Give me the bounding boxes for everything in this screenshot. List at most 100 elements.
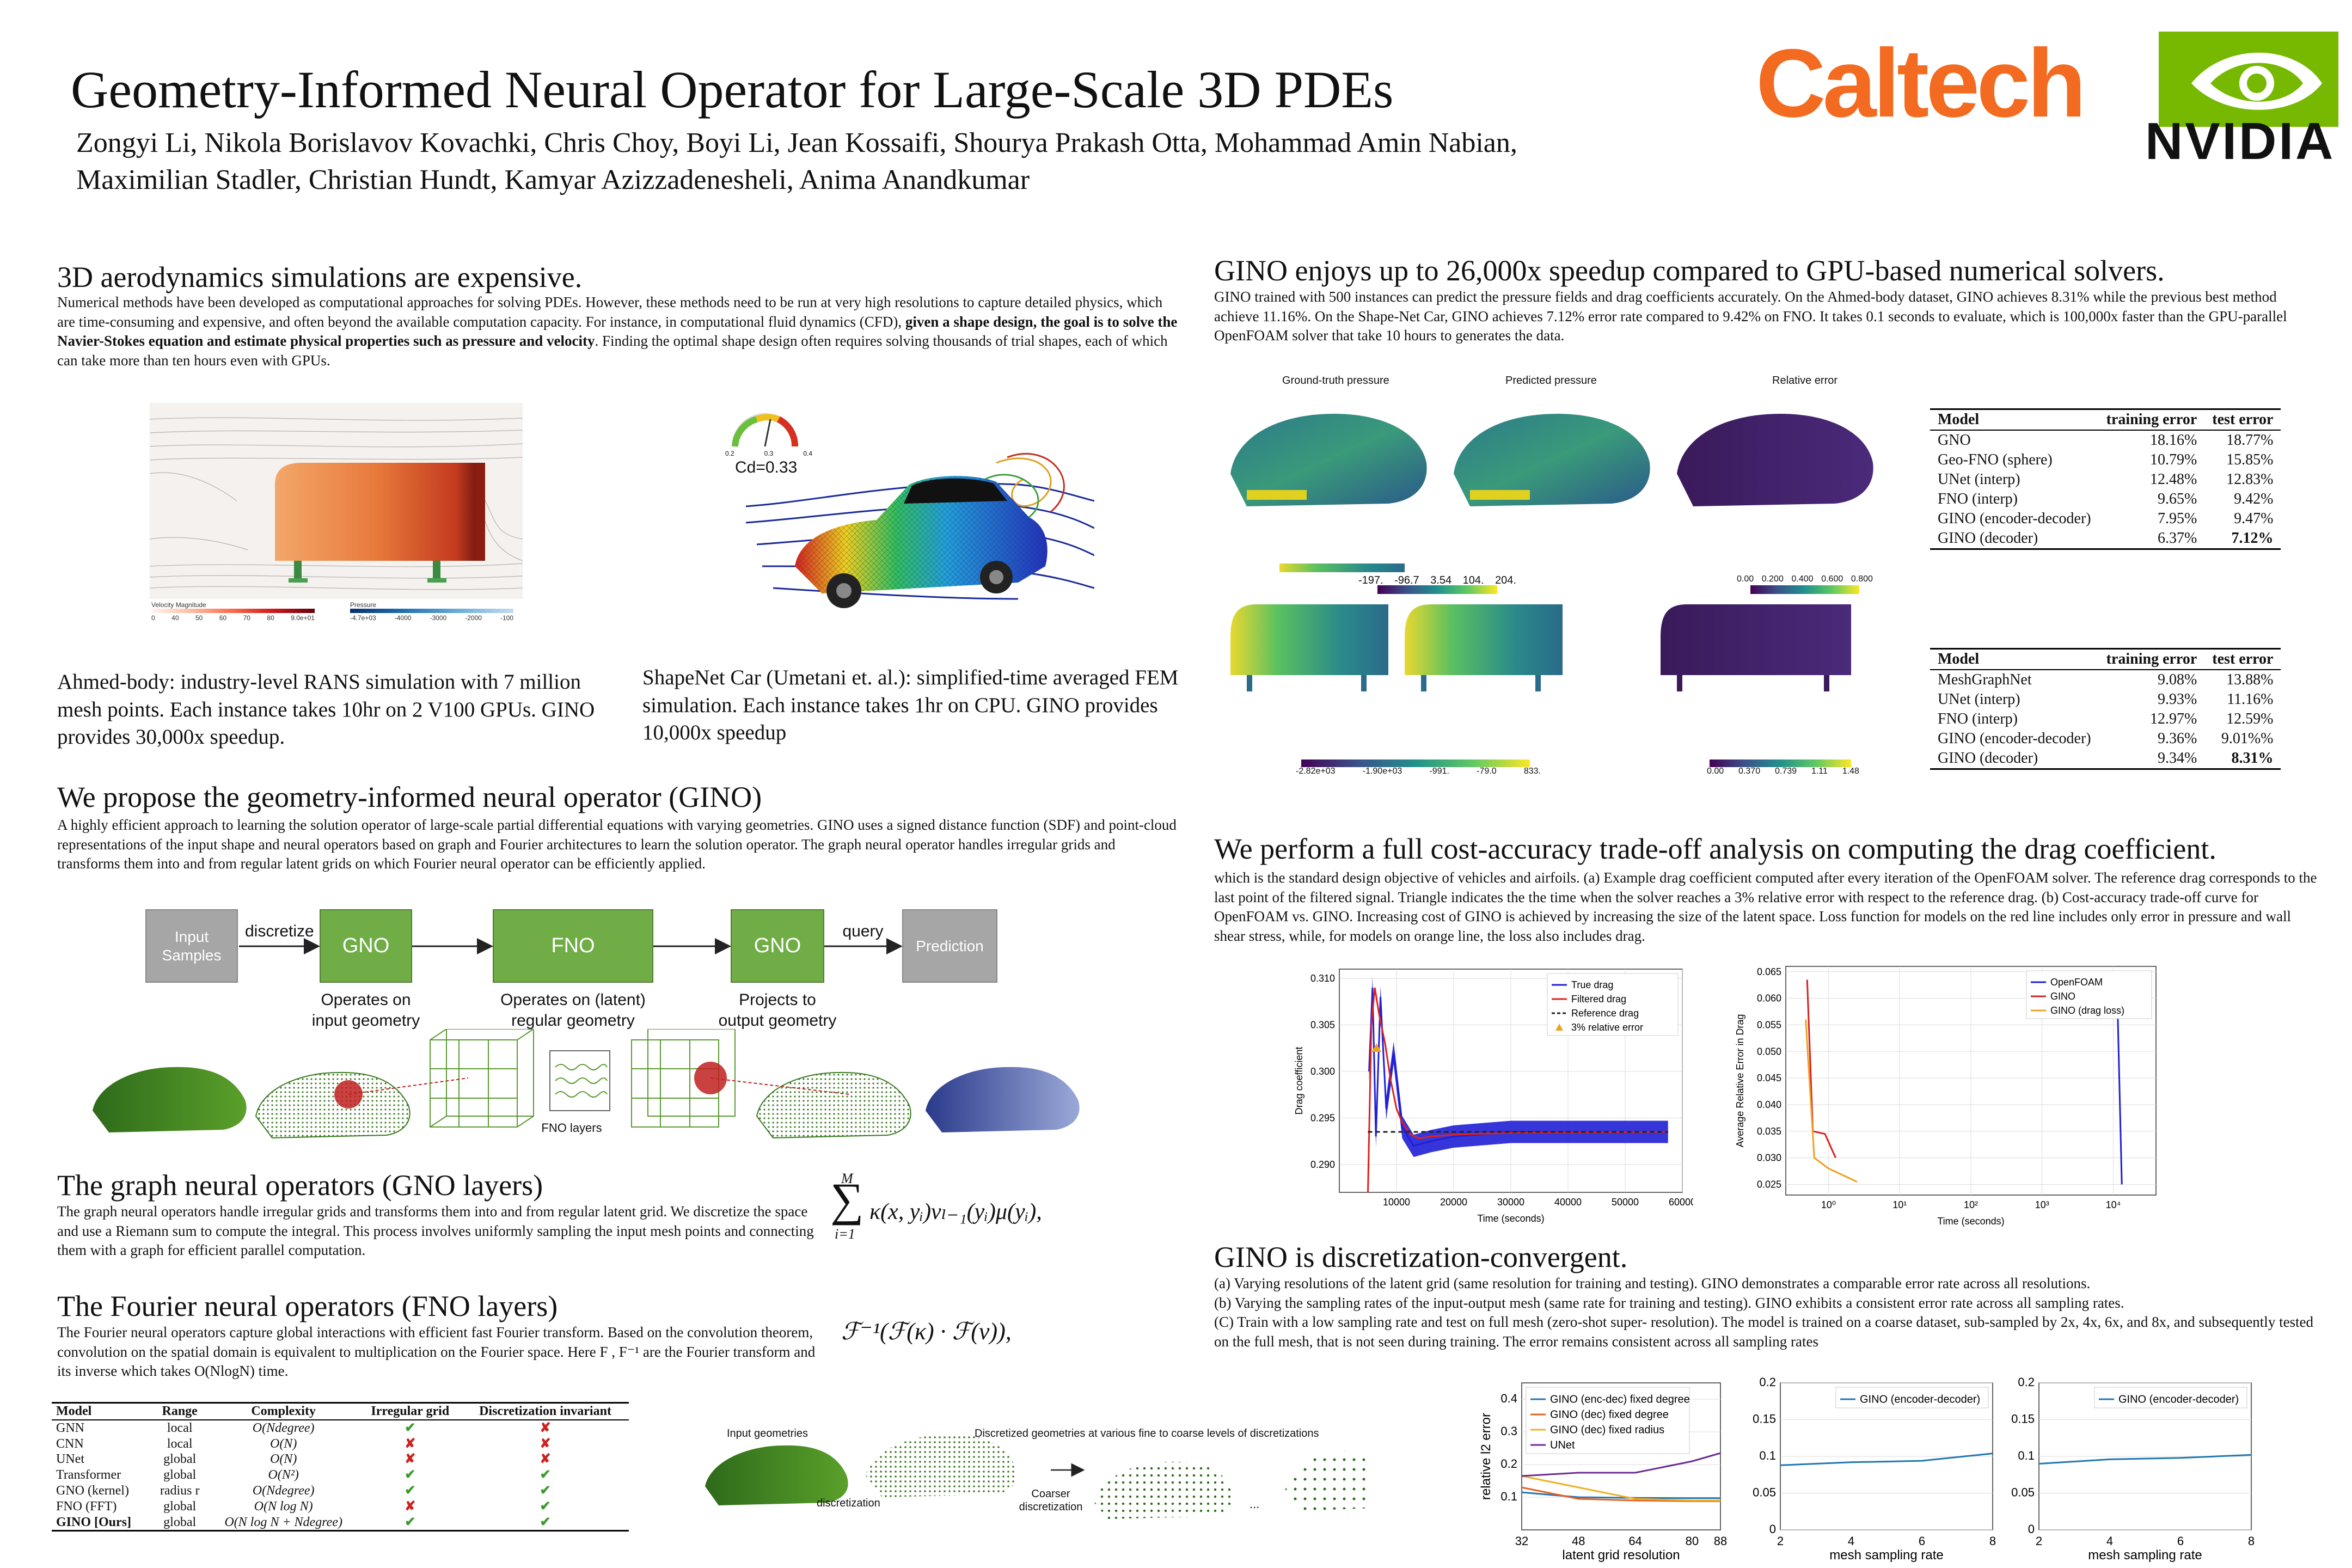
cbar1-tick-0: -197. (1358, 574, 1383, 586)
results-col-2: test error (2212, 411, 2274, 428)
s4-heading: The Fourier neural operators (FNO layers… (57, 1290, 558, 1322)
table-cell: global (163, 1515, 197, 1529)
table-row: GINO (encoder-decoder) 7.95% 9.47% (1930, 509, 2281, 529)
table-cell: 9.65% (2157, 491, 2197, 507)
x-axis-label: mesh sampling rate (1829, 1548, 1943, 1563)
cost-accuracy-chart: 0.025 0.030 0.035 0.040 0.045 0.050 0.055 0.060… (1735, 966, 2157, 1227)
y-tick-label: 0 (2028, 1522, 2035, 1536)
pressure-tick-2: -3000 (430, 614, 447, 622)
table-cell: O(N) (270, 1436, 297, 1451)
table-cell: ✘ (405, 1436, 416, 1451)
cbar4-tick-0: 0.00 (1707, 767, 1724, 776)
cbar1-tick-3: 104. (1462, 574, 1484, 586)
nvidia-logo: NVIDIA (2145, 112, 2336, 170)
table-row: CNN local O(N) ✘ ✘ (52, 1436, 629, 1452)
table-cell: 12.59% (2226, 710, 2274, 727)
cbar3-tick-3: -79.0 (1477, 767, 1497, 776)
velocity-tick-3: 60 (219, 614, 227, 622)
fno-layers-label: FNO layers (541, 1121, 602, 1135)
y-tick-label: 0.3 (1500, 1424, 1517, 1438)
ahmed-caption: Ahmed-body: industry-level RANS simulati… (57, 670, 595, 749)
legend-label: UNet (1550, 1440, 1575, 1451)
results-col-1: training error (2106, 411, 2197, 428)
nvidia-eye-icon (2159, 32, 2338, 127)
x-tick-label: 10³ (2035, 1199, 2049, 1210)
complexity-table: Model Range Complexity Irregular grid Discre… (52, 1402, 629, 1532)
table-cell: 8.31% (2231, 750, 2274, 767)
complexity-col-4: Discretization invariant (479, 1404, 611, 1418)
legend-box (2026, 970, 2152, 1019)
y-tick-label: 0.055 (1757, 1019, 1781, 1030)
x-tick-label: 8 (1989, 1534, 1996, 1548)
table-row: GINO (encoder-decoder) 9.36% 9.01%% (1930, 729, 2281, 749)
series-line-3 (1521, 1452, 1721, 1477)
sampling-rate-chart-c: 0 0.05 0.1 0.15 0.2 2 4 6 8 mesh sampling rate GIN… (2011, 1375, 2255, 1563)
y-tick-label: 0.310 (1310, 973, 1335, 984)
x-tick-label: 30000 (1497, 1197, 1524, 1208)
table-cell: GINO (decoder) (1938, 750, 2038, 767)
x-tick-label: 50000 (1612, 1197, 1639, 1208)
shapenet-caption: ShapeNet Car (Umetani et. al.): simplifi… (642, 666, 1179, 745)
y-tick-label: 0.1 (2018, 1449, 2035, 1462)
y-tick-label: 0.035 (1757, 1126, 1781, 1137)
fno-desc: Operates on (latent) regular geometry (500, 991, 646, 1030)
velocity-tick-2: 50 (195, 614, 203, 622)
series-line-0 (1780, 1453, 1993, 1466)
x-tick-label: 20000 (1440, 1197, 1467, 1208)
y-tick-label: 0.305 (1310, 1020, 1335, 1031)
cbar4-tick-1: 0.370 (1738, 767, 1761, 776)
velocity-tick-4: 70 (243, 614, 250, 622)
series-line-1 (1806, 979, 1836, 1159)
series-line-1 (1367, 987, 1668, 1193)
cbar2-tick-4: 0.800 (1851, 574, 1873, 584)
table-row: Transformer global O(N²) ✔ ✔ (52, 1467, 629, 1483)
pressure-tick-1: -4000 (394, 614, 412, 622)
table-cell: GINO (decoder) (1938, 530, 2038, 547)
legend-label: GINO (dec) fixed degree (1550, 1409, 1669, 1421)
y-tick-label: 0.15 (2011, 1412, 2035, 1426)
x-tick-label: 2 (2036, 1534, 2042, 1548)
pressure-field-renders (1230, 414, 1873, 691)
colorbar-2 (1750, 585, 1859, 594)
velocity-tick-5: 80 (267, 614, 274, 622)
input-samples-box: Input Samples (145, 909, 238, 983)
legend-label: Reference drag (1571, 1008, 1639, 1019)
y-tick-label: 0.05 (1753, 1486, 1776, 1499)
table-cell: 18.77% (2226, 432, 2274, 449)
table-cell: local (167, 1436, 193, 1451)
series-marker-3 (1371, 1043, 1382, 1052)
complexity-col-0: Model (56, 1404, 92, 1418)
x-tick-label: 88 (1714, 1534, 1727, 1548)
legend-label: GINO (drag loss) (2050, 1005, 2124, 1016)
table-cell: GINO (encoder-decoder) (1938, 510, 2091, 527)
table-cell: radius r (160, 1483, 200, 1498)
cbar3-tick-2: -991. (1429, 767, 1449, 776)
prediction-box: Prediction (902, 909, 997, 983)
table-cell: 9.01%% (2221, 730, 2274, 747)
s5-heading: GINO enjoys up to 26,000x speedup compar… (1214, 254, 2165, 287)
y-axis-label: relative l2 error (1479, 1413, 1493, 1500)
y-tick-label: 0.05 (2011, 1486, 2035, 1499)
table-cell: ✘ (540, 1452, 551, 1467)
y-tick-label: 0.2 (1759, 1375, 1776, 1389)
table-row: GNO 18.16% 18.77% (1930, 430, 2281, 450)
table-cell: Transformer (56, 1468, 121, 1483)
gino-pipeline-illustration (93, 1029, 1080, 1139)
authors-line-2: Maximilian Stadler, Christian Hundt, Kam… (76, 164, 1030, 195)
table-cell: ✔ (540, 1468, 551, 1483)
x-tick-label: 48 (1572, 1534, 1585, 1548)
table-row: FNO (interp) 9.65% 9.42% (1930, 489, 2281, 509)
table-cell: Geo-FNO (sphere) (1938, 451, 2053, 468)
y-axis-label: Average Relative Error in Drag (1735, 1014, 1745, 1148)
y-tick-label: 0.060 (1757, 993, 1781, 1004)
x-tick-label: 4 (1848, 1534, 1854, 1548)
x-tick-label: 6 (2177, 1534, 2184, 1548)
ahmed-colorbars: Velocity Magnitude 0 40 50 60 70 80 9.0e+01 Pr… (151, 601, 513, 622)
table-cell: ✔ (405, 1420, 416, 1435)
table-cell: O(N log N) (254, 1499, 313, 1514)
y-tick-label: 0.045 (1757, 1073, 1781, 1083)
y-tick-label: 0.15 (1753, 1412, 1776, 1426)
table-cell: ✔ (405, 1468, 416, 1483)
cbar4-tick-4: 1.48 (1842, 767, 1859, 776)
s2-body: A highly efficient approach to learning … (57, 817, 1177, 872)
